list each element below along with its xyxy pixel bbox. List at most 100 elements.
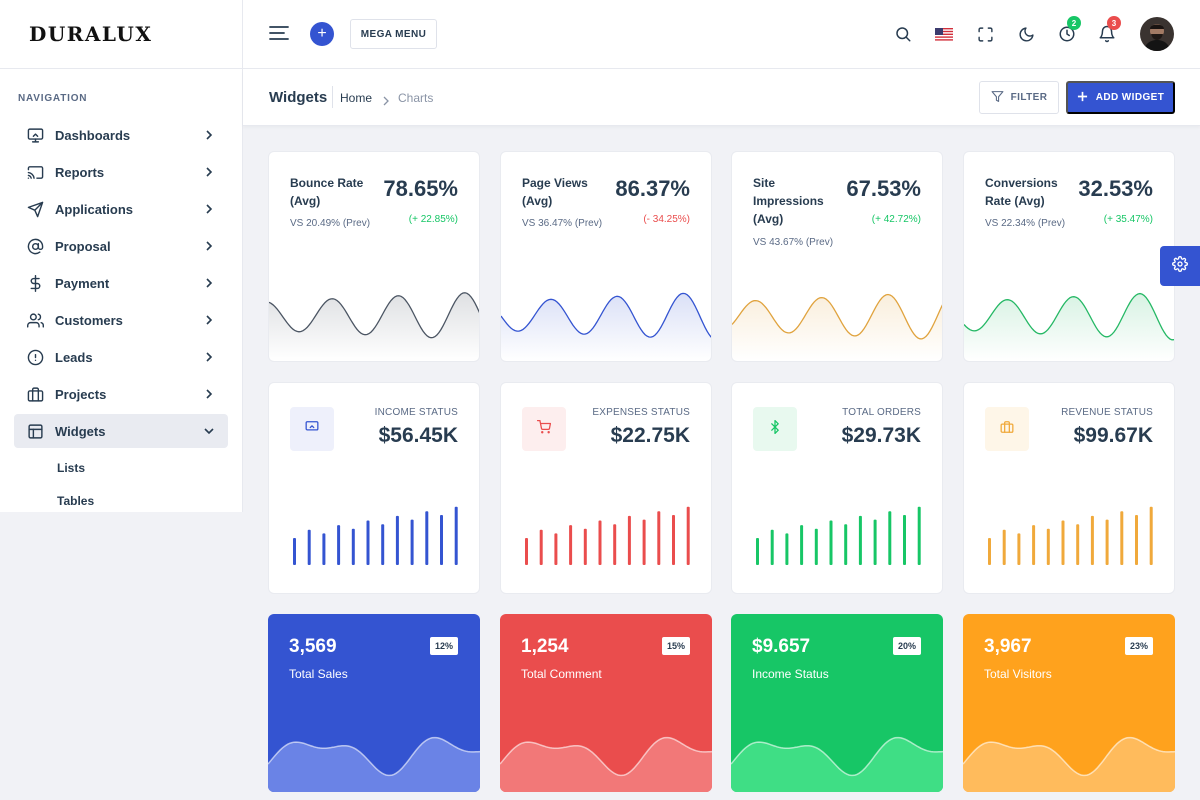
briefcase-icon [1000, 420, 1014, 439]
notification-count-badge: 3 [1107, 16, 1121, 30]
avatar[interactable] [1140, 17, 1174, 51]
sparkline-line [732, 293, 942, 340]
status-value: $99.67K [1073, 424, 1153, 447]
bar [366, 520, 370, 565]
percent-badge: 12% [429, 637, 458, 655]
chevron-right-icon [204, 130, 214, 140]
bar-sparkline [293, 506, 458, 565]
sidebar-subitem-lists[interactable]: Lists [57, 460, 86, 475]
bar [554, 533, 558, 565]
status-value: $29.73K [841, 424, 921, 447]
stat-value: 78.65% [383, 176, 458, 201]
sidebar-item-widgets[interactable]: Widgets [14, 414, 228, 448]
breadcrumb-home[interactable]: Home [340, 91, 373, 105]
search-icon[interactable] [893, 24, 913, 44]
sidebar-item-applications[interactable]: Applications [14, 192, 228, 226]
stat-value: 67.53% [846, 176, 921, 201]
colored-stat-value: 3,569 [289, 636, 337, 657]
bar [1061, 520, 1065, 565]
theme-settings-button[interactable] [1160, 246, 1200, 286]
stat-title: Bounce Rate (Avg) [290, 176, 364, 208]
bar [770, 529, 774, 565]
sidebar-subitem-tables[interactable]: Tables [57, 493, 95, 508]
breadcrumb-current: Charts [398, 91, 434, 105]
bar [569, 525, 573, 565]
alert-circle-icon [26, 348, 44, 366]
sidebar-item-proposal[interactable]: Proposal [14, 229, 228, 263]
briefcase-icon [26, 385, 44, 403]
stat-change: (+ 22.85%) [408, 214, 458, 225]
sparkline-chart [269, 292, 479, 361]
bar [988, 538, 991, 565]
colored-stat-value: 1,254 [521, 636, 569, 657]
bar [307, 529, 311, 565]
wave-area [268, 737, 480, 792]
stat-title: Conversions Rate (Avg) [985, 176, 1058, 208]
sidebar-item-reports[interactable]: Reports [14, 155, 228, 189]
percent-badge: 20% [892, 637, 921, 655]
filter-button[interactable]: FILTER [979, 81, 1059, 114]
sidebar-item-customers[interactable]: Customers [14, 303, 228, 337]
bar [844, 524, 848, 565]
status-value: $22.75K [610, 424, 690, 447]
colored-stat-card: $9.657 Income Status 20% [731, 614, 943, 792]
cart-icon [536, 419, 552, 439]
add-widget-button[interactable]: ADD WIDGET [1066, 81, 1175, 114]
wave-area [500, 737, 712, 792]
stat-card: Page Views (Avg) 86.37% (- 34.25%) VS 36… [500, 151, 712, 362]
us-flag-icon[interactable] [934, 24, 954, 44]
logo[interactable]: DURALUX [0, 0, 242, 69]
sparkline-area [501, 293, 711, 361]
sidebar-item-projects[interactable]: Projects [14, 377, 228, 411]
wave-area [963, 737, 1175, 792]
bar [814, 528, 818, 565]
bar [1135, 515, 1138, 565]
sidebar-item-leads[interactable]: Leads [14, 340, 228, 374]
percent-badge: 23% [1124, 637, 1153, 655]
bar [657, 511, 661, 565]
chevron-right-icon [204, 315, 214, 325]
stat-title: Page Views (Avg) [522, 176, 588, 208]
sidebar-item-payment[interactable]: Payment [14, 266, 228, 300]
bar [613, 524, 617, 565]
percent-badge: 15% [661, 637, 690, 655]
sidebar-item-label: Proposal [55, 238, 111, 254]
clock-icon[interactable] [1057, 24, 1077, 44]
sidebar-item-dashboards[interactable]: Dashboards [14, 118, 228, 152]
colored-stat-value: $9.657 [752, 636, 811, 657]
monitor-icon [26, 126, 44, 144]
bar [829, 520, 833, 565]
monitor-icon [305, 420, 319, 439]
area-sparkline [500, 736, 712, 792]
bar [686, 506, 690, 565]
sparkline-area [964, 293, 1174, 361]
chevron-right-icon [204, 167, 214, 177]
sparkline-chart [964, 292, 1174, 361]
sparkline-area [732, 294, 942, 361]
sparkline-line [501, 292, 711, 338]
gear-icon [1172, 255, 1188, 277]
wave-line [500, 736, 712, 777]
bar [583, 528, 587, 565]
moon-icon[interactable] [1016, 24, 1036, 44]
stat-card: Conversions Rate (Avg) 32.53% (+ 35.47%)… [963, 151, 1175, 362]
menu-toggle-icon[interactable] [269, 25, 289, 41]
quick-add-button[interactable]: + [310, 22, 334, 46]
bar-sparkline [988, 506, 1153, 565]
mega-menu-button[interactable]: MEGA MENU [350, 19, 437, 49]
area-sparkline [268, 736, 480, 792]
bar [903, 515, 906, 565]
sidebar-item-label: Leads [55, 349, 93, 365]
bar [410, 519, 414, 565]
sidebar-item-label: Applications [55, 201, 134, 217]
status-card: REVENUE STATUS $99.67K [963, 382, 1175, 594]
colored-stat-card: 1,254 Total Comment 15% [500, 614, 712, 792]
fullscreen-icon[interactable] [975, 24, 995, 44]
filter-label: FILTER [1010, 92, 1048, 103]
chevron-right-icon [382, 93, 390, 106]
bar [1120, 511, 1124, 565]
bell-icon[interactable] [1097, 24, 1117, 44]
status-label: TOTAL ORDERS [842, 407, 921, 418]
stat-value: 86.37% [615, 176, 690, 201]
sparkline-line [964, 292, 1174, 341]
